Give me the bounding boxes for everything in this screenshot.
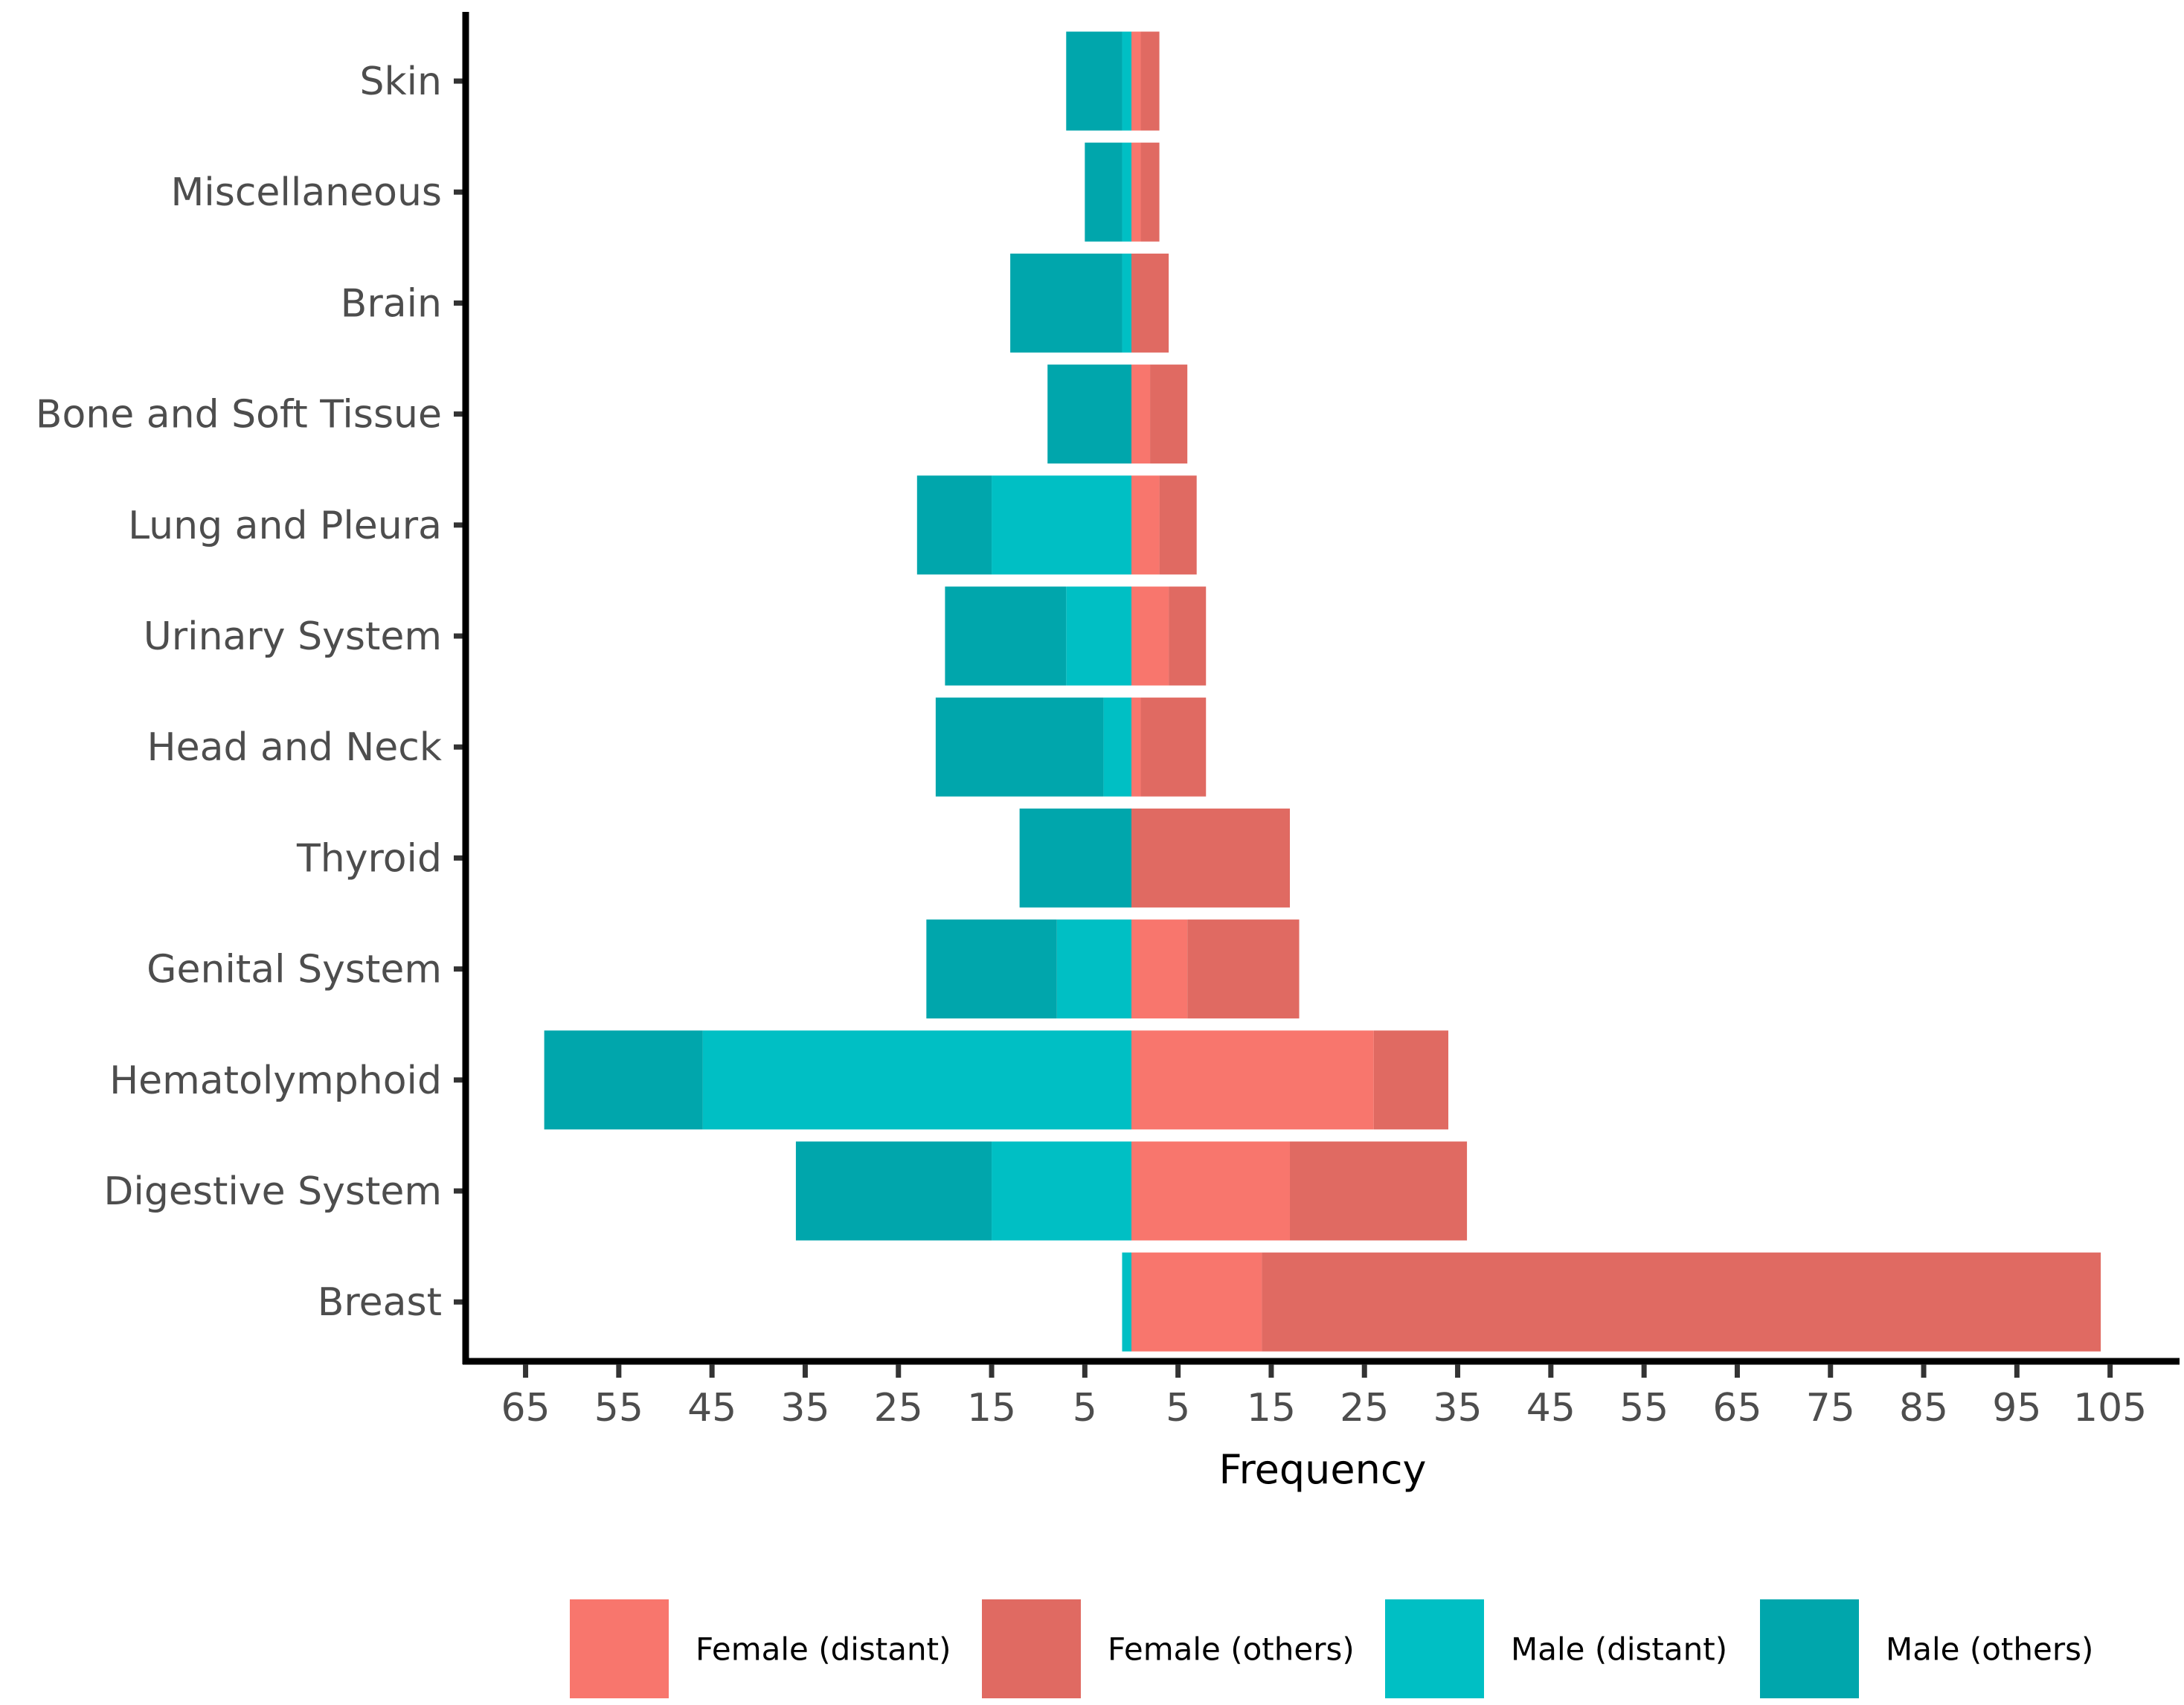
bar-female-others-hematolymphoid bbox=[1373, 1030, 1449, 1130]
bar-female-others-breast bbox=[1262, 1252, 2101, 1352]
y-tick-label-thyroid: Thyroid bbox=[296, 836, 442, 881]
bar-male-distant-brain bbox=[1122, 253, 1131, 353]
x-tick-label-11: 45 bbox=[1526, 1386, 1576, 1431]
legend-label-female-others: Female (others) bbox=[1108, 1631, 1355, 1668]
y-tick-label-bone-and-soft-tissue: Bone and Soft Tissue bbox=[36, 393, 442, 437]
bar-male-others-lung-and-pleura bbox=[916, 475, 992, 575]
bar-female-others-brain bbox=[1131, 253, 1169, 353]
bar-male-distant-miscellaneous bbox=[1122, 142, 1131, 242]
bar-male-others-bone-and-soft-tissue bbox=[1047, 365, 1131, 464]
x-tick-label-6: 5 bbox=[1073, 1386, 1097, 1431]
bar-female-distant-digestive-system bbox=[1131, 1141, 1291, 1241]
x-tick-label-2: 45 bbox=[687, 1386, 736, 1431]
bar-female-others-digestive-system bbox=[1290, 1141, 1468, 1241]
bar-male-others-brain bbox=[1010, 253, 1122, 353]
bar-female-distant-miscellaneous bbox=[1131, 142, 1141, 242]
bar-male-others-hematolymphoid bbox=[544, 1030, 703, 1130]
x-tick-label-9: 25 bbox=[1340, 1386, 1389, 1431]
bar-female-others-skin bbox=[1140, 31, 1160, 131]
x-tick-label-3: 35 bbox=[780, 1386, 829, 1431]
bar-male-others-miscellaneous bbox=[1085, 142, 1122, 242]
bars-layer bbox=[544, 31, 2101, 1352]
bar-male-others-thyroid bbox=[1019, 808, 1131, 908]
bar-male-others-digestive-system bbox=[795, 1141, 992, 1241]
x-tick-label-15: 85 bbox=[1899, 1386, 1948, 1431]
bar-male-distant-hematolymphoid bbox=[702, 1030, 1131, 1130]
x-tick-label-4: 25 bbox=[874, 1386, 923, 1431]
legend-label-female-distant: Female (distant) bbox=[696, 1631, 951, 1668]
x-tick-label-17: 105 bbox=[2073, 1386, 2147, 1431]
bar-male-distant-lung-and-pleura bbox=[992, 475, 1131, 575]
bar-female-distant-head-and-neck bbox=[1131, 697, 1141, 797]
y-tick-label-digestive-system: Digestive System bbox=[103, 1169, 442, 1214]
bar-female-distant-skin bbox=[1131, 31, 1141, 131]
bar-female-distant-lung-and-pleura bbox=[1131, 475, 1160, 575]
bar-female-distant-genital-system bbox=[1131, 919, 1188, 1019]
y-tick-label-miscellaneous: Miscellaneous bbox=[170, 170, 442, 215]
y-tick-label-head-and-neck: Head and Neck bbox=[147, 725, 442, 770]
bar-female-others-thyroid bbox=[1131, 808, 1291, 908]
bar-male-distant-breast bbox=[1122, 1252, 1131, 1352]
legend-key-female-others bbox=[982, 1599, 1081, 1698]
bar-female-distant-hematolymphoid bbox=[1131, 1030, 1374, 1130]
x-tick-label-7: 5 bbox=[1166, 1386, 1190, 1431]
legend-label-male-distant: Male (distant) bbox=[1511, 1631, 1727, 1668]
bar-male-others-head-and-neck bbox=[935, 697, 1104, 797]
bar-female-others-lung-and-pleura bbox=[1159, 475, 1197, 575]
bar-female-distant-bone-and-soft-tissue bbox=[1131, 365, 1151, 464]
bar-male-distant-digestive-system bbox=[992, 1141, 1131, 1241]
bar-female-others-miscellaneous bbox=[1140, 142, 1160, 242]
bar-male-distant-genital-system bbox=[1056, 919, 1131, 1019]
bar-female-others-head-and-neck bbox=[1140, 697, 1207, 797]
x-tick-label-14: 75 bbox=[1806, 1386, 1855, 1431]
bar-male-distant-skin bbox=[1122, 31, 1131, 131]
x-axis: 65 55 45 35 25 15 5 5 15 25 35 45 55 65 75 85 95 105 bbox=[463, 1358, 2180, 1431]
bar-female-distant-urinary-system bbox=[1131, 586, 1169, 686]
x-tick-label-10: 35 bbox=[1433, 1386, 1482, 1431]
y-tick-label-hematolymphoid: Hematolymphoid bbox=[109, 1059, 442, 1103]
x-axis-title: Frequency bbox=[1219, 1446, 1427, 1493]
bar-female-others-genital-system bbox=[1187, 919, 1300, 1019]
x-tick-label-16: 95 bbox=[1992, 1386, 2041, 1431]
bar-male-distant-urinary-system bbox=[1066, 586, 1131, 686]
x-tick-label-0: 65 bbox=[501, 1386, 550, 1431]
x-tick-label-12: 55 bbox=[1619, 1386, 1668, 1431]
x-tick-label-13: 65 bbox=[1712, 1386, 1761, 1431]
bar-male-distant-head-and-neck bbox=[1103, 697, 1131, 797]
legend-key-male-others bbox=[1760, 1599, 1859, 1698]
bar-male-others-genital-system bbox=[926, 919, 1057, 1019]
legend-key-male-distant bbox=[1385, 1599, 1484, 1698]
bar-female-others-urinary-system bbox=[1169, 586, 1207, 686]
legend: Female (distant) Female (others) Male (dis… bbox=[570, 1599, 2093, 1698]
y-axis: Skin Miscellaneous Brain Bone and Soft Tiss… bbox=[36, 12, 469, 1364]
legend-label-male-others: Male (others) bbox=[1886, 1631, 2093, 1668]
bar-female-distant-breast bbox=[1131, 1252, 1262, 1352]
legend-key-female-distant bbox=[570, 1599, 669, 1698]
y-tick-label-lung-and-pleura: Lung and Pleura bbox=[128, 504, 442, 548]
y-tick-label-urinary-system: Urinary System bbox=[144, 614, 442, 659]
y-tick-label-skin: Skin bbox=[359, 60, 442, 104]
bar-female-others-bone-and-soft-tissue bbox=[1150, 365, 1188, 464]
y-tick-label-breast: Breast bbox=[318, 1280, 442, 1325]
x-tick-label-5: 15 bbox=[967, 1386, 1016, 1431]
y-tick-label-brain: Brain bbox=[341, 281, 442, 326]
bar-male-others-urinary-system bbox=[945, 586, 1067, 686]
bar-male-others-skin bbox=[1066, 31, 1122, 131]
x-tick-label-1: 55 bbox=[594, 1386, 643, 1431]
x-tick-label-8: 15 bbox=[1247, 1386, 1296, 1431]
y-tick-label-genital-system: Genital System bbox=[147, 948, 442, 992]
